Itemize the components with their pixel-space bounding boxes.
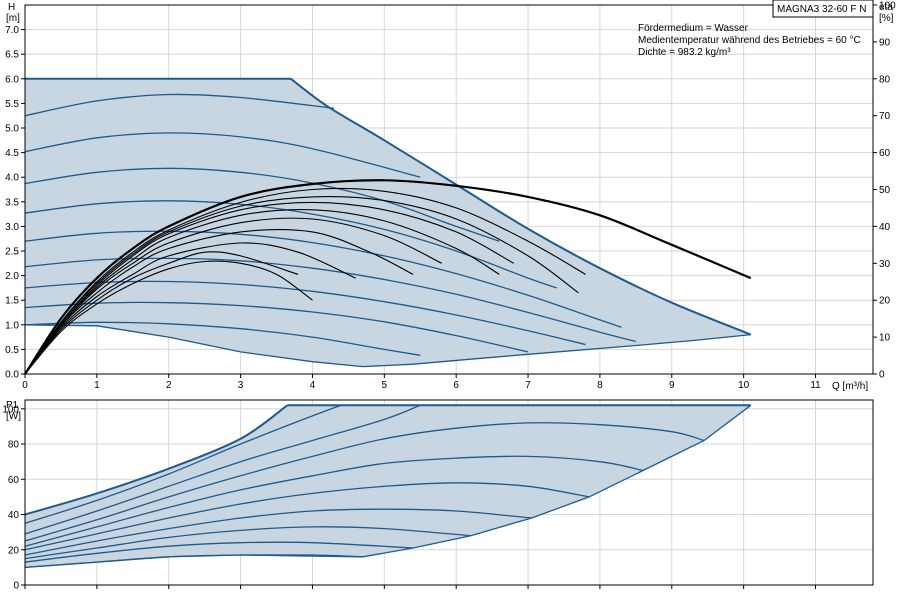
head-envelope-max-curve — [290, 78, 752, 336]
head-x-tick-label: 10 — [738, 380, 750, 391]
head-y-tick-label: 0.5 — [5, 345, 19, 356]
head-x-tick-label: 11 — [810, 380, 821, 391]
efficiency-curve — [24, 251, 299, 375]
power-chart-frame — [24, 399, 874, 586]
medium-info-line-3: Dichte = 983.2 kg/m³ — [638, 47, 731, 58]
power-y-tick-label: 20 — [8, 545, 20, 556]
efficiency-curve — [24, 217, 443, 375]
power-curve — [24, 404, 421, 535]
model-title-box — [772, 0, 874, 18]
head-x-tick-label: 3 — [238, 380, 244, 391]
efficiency-curve — [24, 187, 586, 375]
head-x-tick-label: 9 — [669, 380, 675, 391]
efficiency-curve — [24, 229, 414, 375]
power-curve — [24, 422, 705, 542]
medium-info-line-2: Medientemperatur während des Betriebes =… — [638, 35, 861, 46]
head-y-tick-label: 5.0 — [5, 124, 19, 135]
power-y-tick-label: 40 — [8, 510, 20, 521]
head-y-tick-label: 4.5 — [5, 148, 19, 159]
power-curve — [24, 455, 644, 547]
efficiency-curve — [24, 260, 313, 375]
power-curve — [24, 404, 342, 524]
power-curve — [24, 554, 363, 569]
power-chart-axes: 0 20 40 60 80 100 — [2, 399, 874, 592]
head-pump-curve — [24, 280, 586, 346]
head-y-tick-label: 5.5 — [5, 99, 19, 110]
eta-y-tick-label: 20 — [879, 296, 891, 307]
head-y-tick-label: 2.5 — [5, 247, 19, 258]
efficiency-curve — [24, 242, 356, 375]
head-pump-curve — [24, 132, 421, 178]
power-curve — [24, 404, 288, 516]
head-y-tick-label: 3.5 — [5, 197, 19, 208]
head-y-tick-label: 3.0 — [5, 222, 19, 233]
efficiency-curve — [24, 196, 579, 375]
eta-axis-label: eta — [879, 2, 893, 13]
head-y-tick-label: 1.5 — [5, 296, 19, 307]
efficiency-curve-max — [24, 179, 752, 375]
eta-axis-unit: [%] — [879, 13, 894, 24]
head-pump-curve — [24, 167, 500, 242]
head-x-tick-label: 1 — [94, 380, 100, 391]
head-x-tick-label: 5 — [382, 380, 388, 391]
head-x-tick-label: 2 — [166, 380, 172, 391]
head-y-tick-label: 6.5 — [5, 50, 19, 61]
head-pump-curve — [24, 230, 622, 328]
eta-y-tick-label: 80 — [879, 74, 891, 85]
head-y-tick-label: 6.0 — [5, 74, 19, 85]
power-axis-unit: [W] — [6, 411, 21, 422]
head-envelope-min-curve — [24, 324, 751, 368]
eta-y-tick-label: 50 — [879, 185, 891, 196]
eta-y-tick-label: 60 — [879, 148, 891, 159]
head-chart-axes: 0 1 2 3 4 5 6 7 8 9 10 11 0.0 0.5 1.0 1.5 2.0 2.5 3.0 3.5 4.… — [5, 1, 896, 392]
head-pump-curve — [24, 93, 335, 117]
head-pump-curves — [24, 93, 751, 368]
head-envelope — [25, 77, 752, 367]
power-curves — [24, 404, 705, 569]
head-envelope-area — [25, 78, 751, 367]
eta-y-tick-label: 40 — [879, 222, 891, 233]
power-curve — [24, 508, 532, 556]
head-pump-curve — [24, 200, 558, 289]
head-x-tick-label: 6 — [453, 380, 459, 391]
efficiency-curve — [24, 209, 500, 375]
power-axis-label: P1 — [6, 400, 19, 411]
eta-y-tick-label: 90 — [879, 37, 891, 48]
eta-y-tick-label: 100 — [879, 1, 896, 12]
eta-y-tick-label: 70 — [879, 111, 891, 122]
pump-model-title: MAGNA3 32-60 F N — [777, 4, 866, 15]
eta-y-tick-label: 30 — [879, 259, 891, 270]
head-y-tick-label: 7.0 — [5, 25, 19, 36]
power-curve — [24, 526, 471, 560]
power-y-tick-label: 60 — [8, 475, 20, 486]
medium-info-line-1: Fördermedium = Wasser — [638, 23, 749, 34]
eta-y-tick-label: 0 — [879, 370, 885, 381]
flow-axis-label: Q [m³/h] — [832, 381, 868, 392]
head-y-tick-label: 4.0 — [5, 173, 19, 184]
head-y-tick-label: 2.0 — [5, 271, 19, 282]
head-axis-unit: [m] — [6, 13, 20, 24]
head-axis-label: H — [8, 2, 15, 13]
power-curve — [24, 541, 414, 563]
head-x-tick-label: 0 — [22, 380, 28, 391]
power-curve — [24, 482, 590, 551]
head-y-tick-label: 0.0 — [5, 370, 19, 381]
eta-y-tick-label: 10 — [879, 333, 891, 344]
head-x-tick-label: 4 — [310, 380, 316, 391]
power-y-tick-label: 0 — [13, 581, 19, 592]
power-y-tick-label: 80 — [8, 440, 20, 451]
head-x-tick-label: 8 — [597, 380, 603, 391]
head-pump-curve — [24, 321, 421, 356]
efficiency-curves — [24, 179, 752, 375]
head-x-tick-label: 7 — [525, 380, 531, 391]
efficiency-curve — [24, 201, 514, 375]
head-pump-curve — [24, 301, 529, 353]
head-y-tick-label: 1.0 — [5, 320, 19, 331]
power-y-tick-label: 100 — [2, 404, 19, 415]
